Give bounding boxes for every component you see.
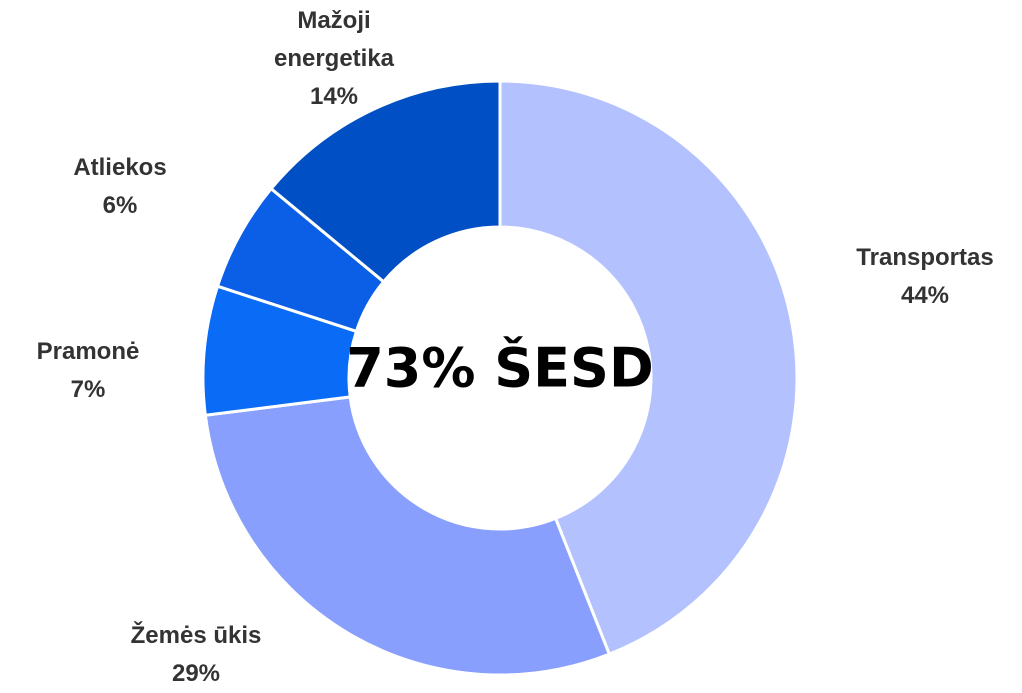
slice-label: Transportas 44% [815, 239, 1022, 315]
category-label: Atliekos [73, 154, 167, 181]
donut-slice [203, 395, 612, 677]
value-label: 6% [102, 192, 138, 219]
donut-slice [498, 79, 799, 657]
value-label: 14% [309, 83, 359, 110]
slice-label: Žemės ūkis 29% [86, 617, 306, 693]
value-label: 7% [70, 376, 106, 403]
slice-label: Atliekos 6% [40, 149, 200, 225]
slice-label: Mažoji energetika 14% [259, 2, 409, 116]
value-label: 29% [171, 660, 221, 687]
value-label: 44% [900, 282, 950, 309]
category-label: Mažoji energetika [273, 7, 395, 72]
category-label: Žemės ūkis [130, 622, 262, 649]
category-label: Pramonė [36, 338, 140, 365]
category-label: Transportas [856, 244, 994, 271]
center-label: 73% ŠESD [346, 337, 654, 400]
donut-slice [269, 79, 502, 284]
slice-label: Pramonė 7% [8, 333, 168, 409]
